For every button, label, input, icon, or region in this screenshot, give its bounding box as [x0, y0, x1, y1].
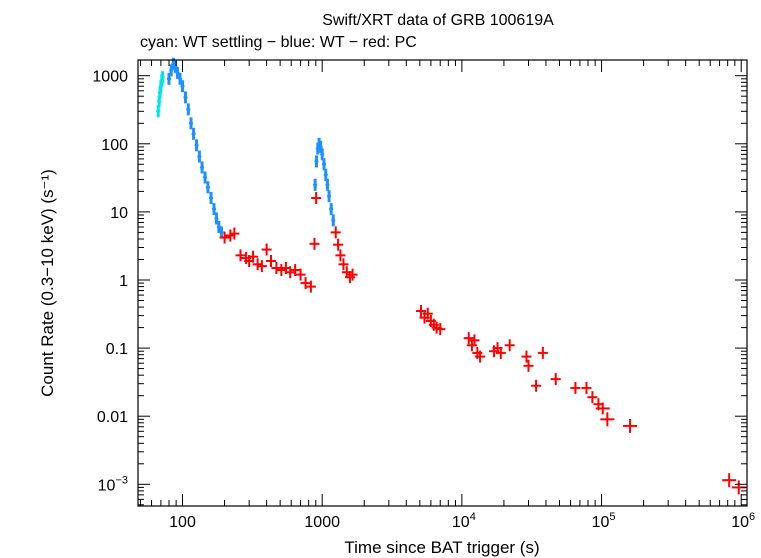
data-point: [600, 412, 615, 427]
data-point: [271, 262, 282, 275]
data-point: [219, 226, 224, 239]
data-point: [314, 155, 319, 168]
data-point: [463, 332, 474, 345]
data-point: [323, 168, 328, 181]
data-point: [335, 249, 346, 262]
data-point: [531, 379, 542, 392]
data-point: [347, 268, 358, 281]
data-point: [495, 346, 506, 359]
data-point: [219, 231, 230, 244]
x-tick-label: 106: [731, 511, 755, 531]
data-point: [194, 139, 199, 152]
data-point: [256, 260, 267, 273]
data-point: [504, 339, 515, 352]
data-point: [235, 249, 246, 262]
data-point: [180, 80, 185, 93]
y-tick-label: 0.1: [106, 341, 128, 358]
data-point: [178, 72, 183, 85]
data-point: [189, 117, 194, 130]
data-point: [300, 277, 311, 290]
data-point: [581, 381, 592, 394]
data-point: [313, 178, 318, 191]
chart-title: Swift/XRT data of GRB 100619A: [322, 12, 554, 29]
data-point: [333, 238, 344, 251]
x-tick-label: 104: [452, 511, 476, 531]
series-red: [219, 191, 746, 495]
data-point: [338, 258, 349, 271]
data-point: [160, 71, 165, 84]
data-point: [173, 60, 178, 73]
data-point: [311, 191, 322, 204]
data-point: [416, 305, 427, 318]
plot-frame: [137, 59, 748, 507]
y-tick-label: 10: [110, 205, 128, 222]
y-axis-label: Count Rate (0.3−10 keV) (s⁻¹): [38, 169, 57, 397]
y-tick-label: 0.01: [97, 409, 128, 426]
data-point: [435, 323, 446, 336]
data-point: [290, 264, 301, 277]
data-point: [166, 72, 171, 85]
data-point: [587, 391, 598, 404]
data-point: [330, 226, 341, 239]
data-point: [276, 264, 287, 277]
data-point: [321, 158, 326, 171]
data-point: [203, 171, 208, 184]
data-point: [186, 103, 191, 116]
y-tick-label: 1: [119, 273, 128, 290]
data-point: [422, 307, 433, 320]
data-point: [325, 178, 330, 191]
data-point: [623, 418, 638, 433]
data-point: [191, 127, 196, 140]
data-point: [320, 148, 325, 161]
data-point: [169, 64, 174, 77]
chart-subtitle: cyan: WT settling − blue: WT − red: PC: [140, 34, 417, 51]
data-point: [205, 181, 210, 194]
data-point: [475, 350, 486, 363]
data-point: [214, 212, 219, 225]
axes: 100 1000 104 105 106 1000 100 10 1 0.1 0.01 10−3: [92, 60, 755, 531]
data-point: [595, 402, 610, 415]
data-point: [229, 227, 240, 240]
data-point: [309, 237, 320, 250]
data-point: [183, 91, 188, 104]
series-blue: [166, 57, 336, 239]
data-point: [327, 190, 332, 203]
data-point: [521, 350, 532, 363]
data-point: [550, 373, 561, 386]
data-point: [295, 268, 306, 281]
data-point: [197, 150, 202, 163]
x-tick-label: 105: [592, 511, 616, 531]
series-cyan: [156, 71, 165, 118]
x-tick-label: 100: [169, 514, 196, 531]
data-point: [209, 191, 214, 204]
x-axis-label: Time since BAT trigger (s): [344, 538, 539, 557]
data-point: [469, 334, 480, 347]
data-point: [285, 266, 296, 279]
data-point: [331, 214, 336, 227]
data-point: [305, 280, 316, 293]
data-point: [329, 203, 334, 216]
data-point: [537, 346, 548, 359]
data-point: [266, 255, 277, 268]
data-point: [211, 203, 216, 216]
data-point: [261, 243, 272, 256]
data-points: [156, 57, 746, 495]
y-tick-label: 10−3: [98, 474, 128, 494]
data-point: [722, 473, 737, 488]
data-point: [570, 381, 581, 394]
x-tick-label: 1000: [304, 514, 340, 531]
data-point: [248, 250, 259, 263]
data-point: [200, 161, 205, 174]
data-point: [318, 140, 323, 153]
data-point: [523, 359, 534, 372]
y-tick-label: 1000: [92, 69, 128, 86]
y-tick-label: 100: [101, 137, 128, 154]
